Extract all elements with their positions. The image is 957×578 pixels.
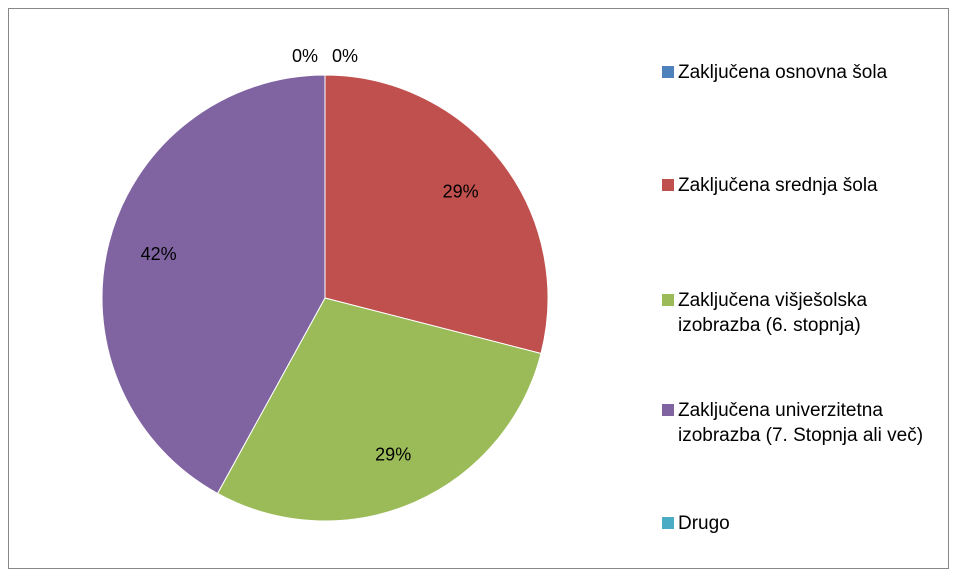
legend-label: Zaključena osnovna šola bbox=[678, 62, 888, 83]
legend-item: Zaključena univerzitetna izobrazba (7. S… bbox=[662, 398, 947, 448]
legend-item: Zaključena višješolska izobrazba (6. sto… bbox=[662, 288, 947, 338]
data-label: 0% bbox=[332, 46, 358, 66]
pie-slice bbox=[216, 297, 542, 522]
legend-swatch bbox=[662, 517, 674, 529]
data-label: 42% bbox=[141, 244, 177, 264]
legend-label: Zaključena univerzitetna izobrazba (7. S… bbox=[678, 400, 924, 446]
data-label: 0% bbox=[292, 46, 318, 66]
legend-label: Drugo bbox=[678, 513, 730, 534]
legend-swatch bbox=[662, 294, 674, 306]
legend-swatch bbox=[662, 179, 674, 191]
data-label: 29% bbox=[443, 182, 479, 202]
legend-label: Zaključena višješolska izobrazba (6. sto… bbox=[678, 290, 868, 336]
legend-item: Zaključena osnovna šola bbox=[662, 60, 947, 85]
pie-slice bbox=[101, 74, 326, 495]
pie-slice bbox=[324, 74, 549, 355]
legend-item: Drugo bbox=[662, 511, 947, 536]
legend-swatch bbox=[662, 66, 674, 78]
data-label: 29% bbox=[375, 444, 411, 464]
legend-label: Zaključena srednja šola bbox=[678, 175, 878, 196]
legend-swatch bbox=[662, 404, 674, 416]
legend-item: Zaključena srednja šola bbox=[662, 173, 947, 198]
